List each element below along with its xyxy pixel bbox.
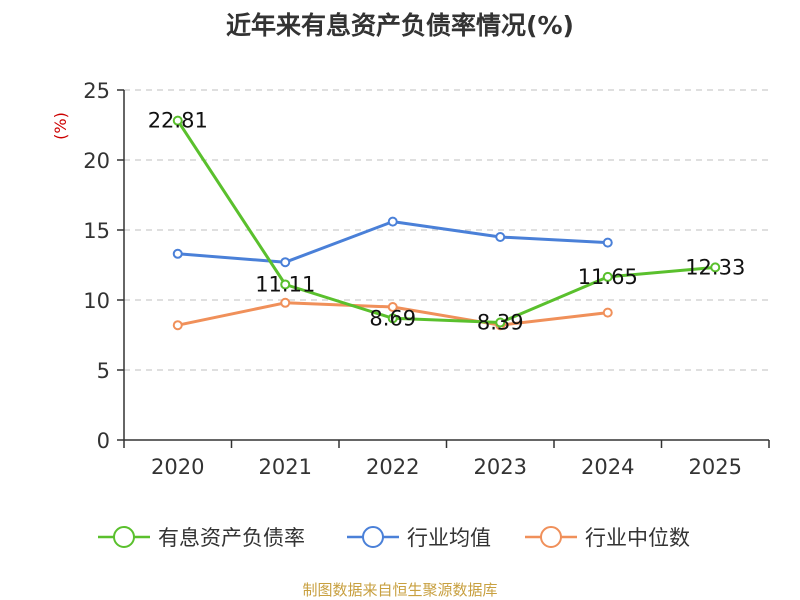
y-tick-label: 20 [83, 149, 110, 173]
x-tick-label: 2022 [366, 455, 419, 479]
legend-item-median[interactable]: 行业中位数 [525, 526, 690, 550]
legend-label: 行业均值 [407, 526, 491, 550]
legend-item-mean[interactable]: 行业均值 [347, 526, 491, 550]
data-label: 8.69 [369, 306, 416, 330]
legend-label: 行业中位数 [585, 526, 690, 550]
legend-label: 有息资产负债率 [158, 526, 305, 550]
x-tick-label: 2025 [689, 455, 742, 479]
x-tick-label: 2023 [474, 455, 527, 479]
legend-item-company[interactable]: 有息资产负债率 [98, 526, 305, 550]
y-tick-label: 5 [97, 359, 110, 383]
data-point-mean[interactable] [495, 232, 506, 242]
legend-marker [362, 526, 384, 548]
y-axis-unit: (%) [51, 112, 70, 140]
series-line-company [176, 119, 716, 324]
data-label: 11.65 [578, 265, 638, 289]
data-point-company[interactable] [710, 262, 721, 273]
legend-marker [540, 526, 562, 548]
data-label: 11.11 [255, 272, 315, 296]
chart-title: 近年来有息资产负债率情况(%) [226, 11, 574, 40]
data-point-mean[interactable] [172, 248, 183, 259]
data-point-company[interactable] [387, 313, 398, 324]
legend-marker [113, 526, 135, 548]
data-point-company[interactable] [495, 317, 506, 328]
data-point-company[interactable] [602, 271, 613, 282]
x-tick-label: 2024 [581, 455, 634, 479]
series-lines [172, 115, 721, 331]
data-label: 12.33 [685, 255, 745, 279]
data-point-median[interactable] [602, 307, 613, 318]
x-tick-label: 2020 [151, 455, 204, 479]
y-tick-label: 15 [83, 219, 110, 243]
source-note: 制图数据来自恒生聚源数据库 [302, 581, 497, 599]
data-point-company[interactable] [172, 115, 183, 126]
data-point-company[interactable] [280, 279, 291, 290]
y-tick-label: 10 [83, 289, 110, 313]
x-tick-label: 2021 [259, 455, 312, 479]
y-tick-label: 25 [83, 79, 110, 103]
legend[interactable]: 有息资产负债率 行业均值 行业中位数 [98, 526, 690, 550]
y-tick-label: 0 [97, 429, 110, 453]
data-point-mean[interactable] [387, 216, 398, 227]
data-point-median[interactable] [280, 297, 291, 308]
data-label: 8.39 [477, 311, 524, 335]
data-point-median[interactable] [172, 320, 183, 331]
data-point-mean[interactable] [602, 237, 613, 248]
data-label: 22.81 [148, 109, 208, 133]
series-line-mean [177, 220, 608, 264]
data-point-mean[interactable] [280, 257, 291, 268]
data-point-median[interactable] [387, 302, 398, 312]
data-labels: 22.81 11.11 8.69 8.39 11.65 12.33 [148, 109, 746, 335]
